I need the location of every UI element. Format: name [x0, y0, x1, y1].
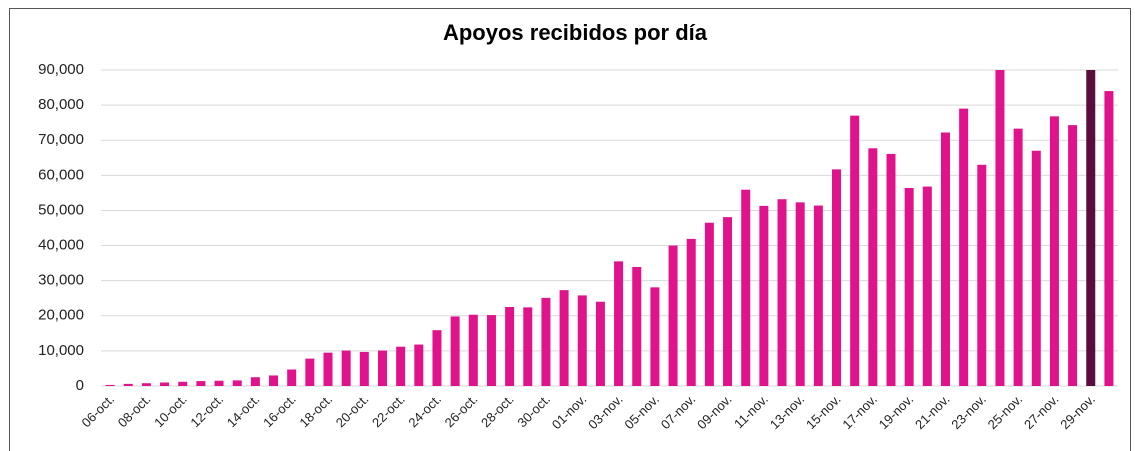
x-tick-label: 21-nov. — [912, 392, 953, 433]
bar — [632, 266, 642, 386]
bar — [305, 358, 315, 386]
bar — [850, 115, 860, 387]
bar — [468, 314, 478, 386]
y-tick-label: 10,000 — [38, 342, 84, 359]
bar — [250, 377, 260, 386]
bar — [486, 315, 496, 386]
y-tick-label: 80,000 — [38, 96, 84, 113]
x-tick-label: 15-nov. — [803, 392, 844, 433]
bar — [1031, 150, 1041, 386]
bar — [505, 307, 515, 386]
bar — [1068, 125, 1078, 386]
bar — [559, 290, 569, 386]
chart-title: Apoyos recibidos por día — [443, 20, 708, 45]
bar — [377, 350, 387, 386]
bar — [1104, 91, 1114, 387]
bar — [359, 351, 369, 386]
bar — [904, 187, 914, 386]
bar — [178, 381, 188, 386]
x-tick-label: 25-nov. — [985, 392, 1026, 433]
bar — [160, 382, 170, 386]
y-tick-label: 40,000 — [38, 237, 84, 254]
x-tick-label: 08-oct. — [115, 392, 154, 431]
y-tick-label: 0 — [76, 377, 84, 394]
bar — [595, 301, 605, 386]
y-tick-label: 70,000 — [38, 131, 84, 148]
bar — [759, 205, 769, 386]
bar — [432, 330, 442, 386]
bar — [414, 344, 424, 386]
bar — [832, 169, 842, 386]
bar — [196, 381, 206, 386]
bar — [105, 384, 115, 386]
x-tick-label: 16-oct. — [260, 392, 299, 431]
x-tick-label: 07-nov. — [658, 392, 699, 433]
bar — [959, 108, 969, 386]
bar — [868, 148, 878, 386]
x-tick-label: 12-oct. — [187, 392, 226, 431]
bar — [323, 352, 333, 386]
bar — [940, 132, 950, 386]
x-tick-label: 13-nov. — [767, 392, 808, 433]
bar — [450, 316, 460, 386]
bar — [541, 297, 551, 386]
bar — [1049, 116, 1059, 386]
x-tick-label: 28-oct. — [478, 392, 517, 431]
bar — [977, 164, 987, 386]
x-tick-label: 19-nov. — [876, 392, 917, 433]
x-tick-label: 10-oct. — [151, 392, 190, 431]
y-tick-label: 90,000 — [38, 61, 84, 78]
y-tick-label: 60,000 — [38, 166, 84, 183]
x-tick-label: 29-nov. — [1057, 392, 1098, 433]
x-tick-label: 17-nov. — [839, 392, 880, 433]
x-tick-label: 24-oct. — [405, 392, 444, 431]
bar — [1086, 70, 1096, 386]
bar — [396, 346, 406, 386]
bar — [123, 383, 133, 386]
x-tick-label: 26-oct. — [442, 392, 481, 431]
x-tick-label: 05-nov. — [621, 392, 662, 433]
y-tick-label: 50,000 — [38, 201, 84, 218]
bar — [686, 238, 696, 386]
bar — [795, 202, 805, 386]
bar — [777, 199, 787, 386]
x-tick-label: 09-nov. — [694, 392, 735, 433]
bar — [995, 70, 1005, 386]
bar — [668, 245, 678, 386]
x-tick-label: 18-oct. — [296, 392, 335, 431]
x-tick-label: 30-oct. — [514, 392, 553, 431]
bar — [704, 222, 714, 386]
bar — [232, 380, 242, 386]
bar — [269, 375, 279, 386]
bar — [886, 153, 896, 386]
bar — [922, 186, 932, 386]
x-tick-label: 20-oct. — [333, 392, 372, 431]
bar — [741, 189, 751, 386]
y-tick-label: 30,000 — [38, 272, 84, 289]
bar — [577, 295, 587, 386]
bar — [287, 369, 297, 386]
chart-frame — [9, 8, 1131, 451]
x-tick-label: 14-oct. — [224, 392, 263, 431]
bar — [214, 380, 224, 386]
x-tick-label: 03-nov. — [585, 392, 626, 433]
x-tick-label: 11-nov. — [731, 392, 771, 432]
bar — [341, 350, 351, 386]
bar — [650, 287, 660, 386]
x-tick-label: 22-oct. — [369, 392, 408, 431]
x-tick-label: 27-nov. — [1021, 392, 1062, 433]
bar — [141, 383, 151, 386]
bar — [523, 307, 533, 386]
x-tick-label: 01-nov. — [549, 392, 590, 433]
bar — [614, 261, 624, 386]
bar — [813, 205, 823, 386]
x-tick-label: 23-nov. — [948, 392, 989, 433]
bar — [723, 217, 733, 386]
x-tick-label: 06-oct. — [78, 392, 117, 431]
bar — [1013, 128, 1023, 386]
y-tick-label: 20,000 — [38, 307, 84, 324]
